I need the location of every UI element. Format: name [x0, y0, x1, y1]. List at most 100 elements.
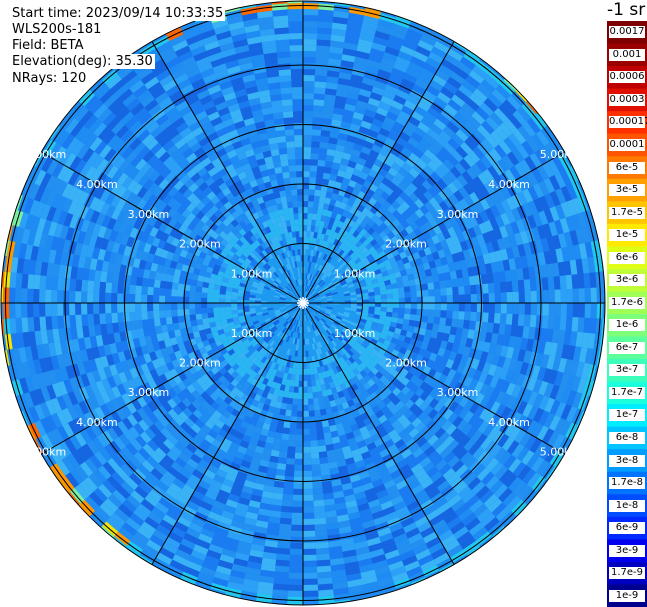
ppi-cell: [290, 530, 303, 537]
ppi-cell: [326, 320, 333, 326]
ppi-cell: [332, 367, 339, 375]
ppi-cell: [291, 368, 297, 375]
ppi-cell: [291, 331, 296, 338]
ppi-cell: [86, 221, 96, 235]
ppi-cell: [466, 49, 481, 61]
ppi-cell: [376, 133, 388, 143]
ppi-cell: [387, 443, 398, 454]
ppi-cell: [282, 334, 287, 341]
ppi-cell: [89, 515, 103, 528]
ppi-cell: [291, 301, 298, 303]
ppi-cell: [578, 303, 585, 318]
ppi-cell: [372, 178, 382, 188]
ppi-cell: [451, 498, 466, 512]
ppi-cell: [305, 308, 309, 314]
ppi-cell: [219, 311, 226, 317]
ppi-cell: [480, 321, 488, 333]
ppi-cell: [548, 221, 558, 237]
ppi-cell: [248, 500, 261, 509]
ppi-cell: [230, 378, 239, 387]
ppi-cell: [432, 412, 443, 424]
ppi-cell: [9, 364, 19, 381]
ppi-cell: [534, 441, 548, 457]
ppi-cell: [173, 375, 183, 385]
ppi-cell: [404, 196, 415, 207]
ppi-cell: [118, 503, 134, 518]
ppi-cell: [310, 225, 316, 232]
ppi-cell: [61, 407, 74, 423]
ppi-cell: [417, 521, 432, 533]
ppi-cell: [246, 368, 254, 376]
ppi-cell: [280, 294, 287, 298]
ppi-cell: [244, 270, 251, 276]
ppi-cell: [286, 316, 292, 322]
ppi-cell: [315, 547, 330, 555]
ppi-cell: [314, 299, 321, 302]
ppi-cell: [255, 307, 262, 311]
ppi-cell: [121, 417, 134, 430]
ppi-cell: [287, 590, 303, 597]
ppi-cell: [314, 87, 326, 95]
ppi-cell: [78, 400, 90, 415]
ppi-cell: [349, 123, 361, 132]
ppi-cell: [434, 295, 441, 303]
ppi-cell: [144, 335, 153, 345]
ppi-cell: [410, 538, 426, 550]
ppi-cell: [118, 526, 134, 541]
ppi-cell: [548, 369, 558, 385]
ppi-cell: [271, 394, 279, 402]
ppi-cell: [253, 426, 263, 435]
ppi-cell: [489, 217, 500, 230]
ppi-cell: [166, 450, 179, 462]
ppi-cell: [99, 502, 115, 517]
ppi-cell: [431, 361, 440, 372]
ppi-cell: [317, 287, 323, 293]
ppi-cell: [544, 142, 558, 159]
ppi-cell: [166, 361, 175, 372]
ppi-cell: [220, 359, 229, 368]
ppi-cell: [335, 283, 342, 289]
ppi-cell: [490, 461, 504, 476]
ppi-cell: [508, 335, 517, 348]
ppi-cell: [329, 217, 336, 225]
ppi-cell: [165, 487, 179, 500]
ppi-cell: [339, 202, 347, 210]
ppi-cell: [155, 480, 169, 493]
ppi-cell: [48, 249, 57, 264]
ppi-cell: [178, 411, 189, 422]
ppi-cell: [344, 247, 352, 254]
ppi-cell: [490, 261, 499, 273]
ppi-cell: [437, 249, 446, 259]
ppi-cell: [401, 105, 414, 116]
ppi-cell: [303, 530, 316, 537]
ppi-cell: [66, 453, 80, 469]
ppi-cell: [426, 343, 435, 353]
ppi-cell: [156, 552, 173, 565]
ppi-cell: [318, 396, 325, 404]
ppi-cell: [169, 368, 179, 378]
ppi-cell: [472, 146, 485, 160]
ppi-cell: [93, 487, 108, 503]
ppi-cell: [333, 280, 340, 285]
ppi-cell: [500, 212, 511, 226]
ppi-cell: [269, 510, 281, 518]
ppi-cell: [250, 286, 258, 291]
ppi-cell: [208, 414, 219, 425]
ppi-cell: [313, 93, 325, 101]
ppi-cell: [316, 171, 324, 179]
ppi-cell: [332, 307, 339, 311]
ppi-cell: [435, 69, 451, 82]
ppi-cell: [303, 57, 316, 64]
ppi-cell: [88, 325, 96, 337]
ppi-cell: [354, 434, 364, 443]
ppi-cell: [270, 504, 282, 512]
ppi-cell: [166, 274, 174, 283]
ppi-cell: [382, 235, 391, 243]
ppi-cell: [417, 494, 431, 506]
ppi-cell: [384, 549, 400, 560]
ppi-cell: [395, 538, 411, 550]
ppi-cell: [234, 508, 248, 518]
ppi-cell: [303, 362, 307, 369]
ppi-cell: [482, 283, 489, 294]
ppi-cell: [566, 288, 573, 303]
